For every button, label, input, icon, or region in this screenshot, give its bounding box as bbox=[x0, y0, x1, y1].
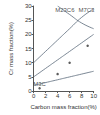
svg-text:2: 2 bbox=[44, 93, 48, 99]
svg-text:20: 20 bbox=[25, 31, 32, 37]
svg-text:0: 0 bbox=[28, 88, 32, 95]
svg-text:Carbon mass fraction(%): Carbon mass fraction(%) bbox=[30, 104, 96, 110]
svg-text:5: 5 bbox=[28, 74, 32, 80]
svg-text:0: 0 bbox=[32, 93, 36, 99]
svg-text:10: 10 bbox=[25, 60, 32, 66]
svg-text:4: 4 bbox=[56, 93, 60, 99]
svg-text:M7C3: M7C3 bbox=[78, 7, 95, 13]
svg-text:M23C6: M23C6 bbox=[55, 7, 75, 13]
svg-text:25: 25 bbox=[25, 17, 32, 23]
svg-text:15: 15 bbox=[25, 46, 32, 52]
svg-text:10: 10 bbox=[90, 93, 97, 99]
svg-text:M3C: M3C bbox=[33, 81, 46, 87]
svg-text:8: 8 bbox=[80, 93, 84, 99]
svg-text:Cr mass fraction(%): Cr mass fraction(%) bbox=[8, 22, 14, 75]
svg-text:30: 30 bbox=[25, 3, 32, 9]
svg-text:6: 6 bbox=[68, 93, 72, 99]
